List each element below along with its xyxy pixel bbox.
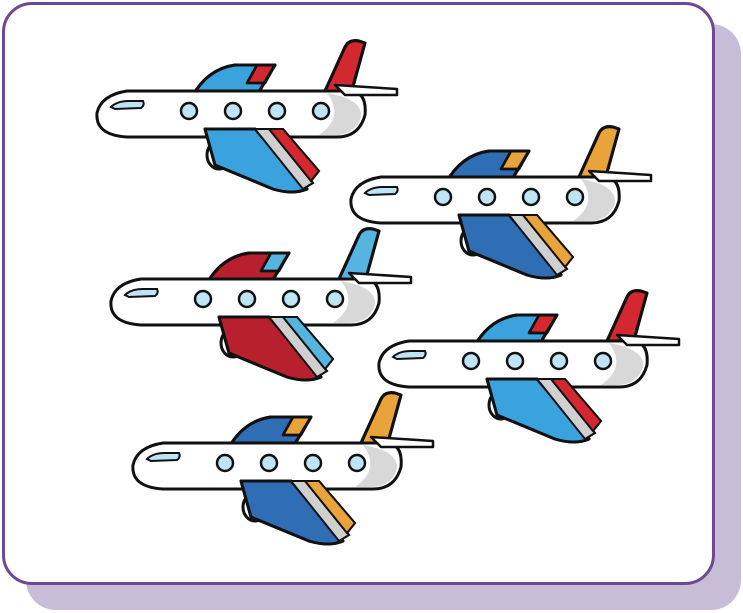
airplane-4 — [377, 289, 681, 444]
illustration-card — [2, 2, 715, 585]
airplane-3 — [109, 227, 413, 382]
airplane-2 — [349, 125, 653, 280]
airplane-5 — [131, 391, 435, 546]
airplane-1 — [95, 39, 399, 194]
airplanes-scene — [95, 39, 681, 546]
